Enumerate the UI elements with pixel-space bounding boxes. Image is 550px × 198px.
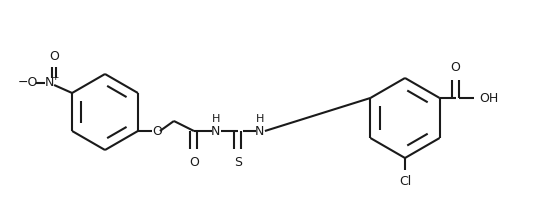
Text: N: N — [211, 125, 221, 137]
Text: N: N — [255, 125, 265, 137]
Text: S: S — [234, 156, 242, 169]
Text: N: N — [45, 75, 54, 89]
Text: O: O — [152, 125, 162, 137]
Text: H: H — [256, 114, 264, 124]
Text: H: H — [212, 114, 220, 124]
Text: OH: OH — [480, 91, 499, 105]
Text: O: O — [49, 50, 59, 63]
Text: O: O — [450, 61, 460, 74]
Text: Cl: Cl — [399, 175, 411, 188]
Text: +: + — [51, 72, 59, 82]
Text: −O: −O — [18, 76, 38, 89]
Text: O: O — [189, 156, 199, 169]
